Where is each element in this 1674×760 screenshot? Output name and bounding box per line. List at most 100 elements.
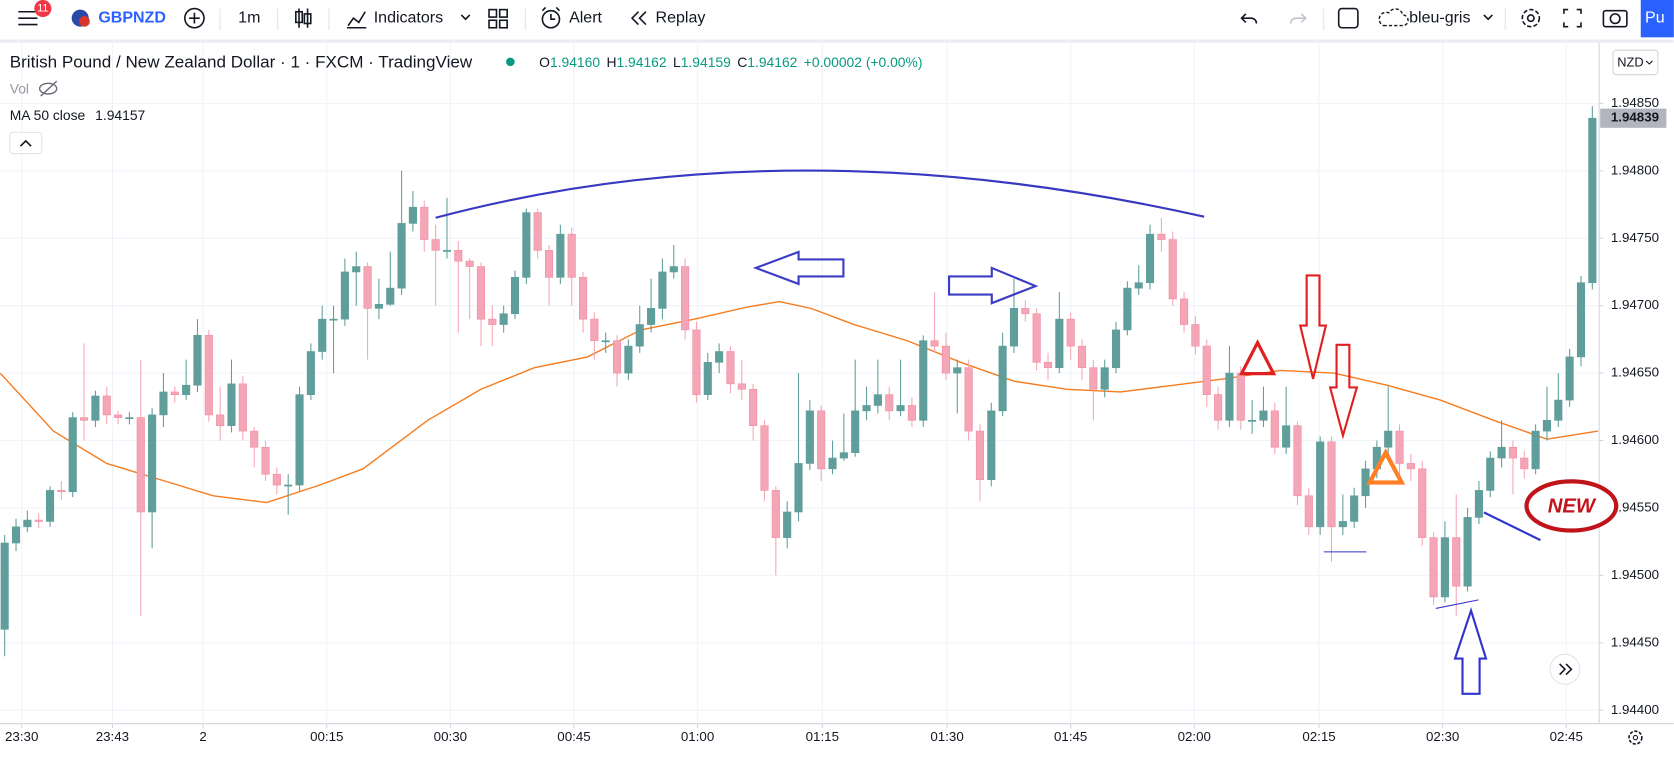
candle-body — [510, 277, 520, 315]
candle-body — [987, 410, 996, 480]
symbol[interactable]: GBPNZD — [98, 9, 166, 26]
compare-button[interactable] — [184, 7, 205, 29]
arrow-down-red — [1328, 343, 1359, 440]
candle-body — [1248, 419, 1257, 422]
new-badge — [1524, 479, 1619, 533]
candle-body — [851, 410, 860, 453]
triangle-orange — [1366, 448, 1406, 485]
candle-body — [1282, 425, 1291, 448]
line-drawing — [1435, 599, 1479, 609]
menu-button[interactable] — [18, 10, 38, 26]
chart-type-button[interactable] — [295, 8, 312, 28]
x-tick-label: 02:45 — [1550, 729, 1583, 744]
candle-body — [1440, 537, 1449, 598]
candle-body — [953, 367, 962, 374]
y-tick-label: 1.94600 — [1611, 432, 1659, 447]
line-drawing — [1483, 511, 1541, 542]
theme-name[interactable]: bleu-gris — [1409, 9, 1470, 26]
candle-body — [941, 345, 950, 374]
redo-button[interactable] — [1289, 13, 1307, 24]
chevron — [1645, 60, 1653, 65]
candle-body — [1474, 490, 1483, 518]
candle-body — [1520, 457, 1529, 470]
chevron[interactable] — [1483, 14, 1493, 21]
candle-body — [1338, 521, 1347, 528]
hide-icon[interactable] — [38, 80, 58, 97]
publish-button[interactable] — [1640, 0, 1674, 38]
candle-body — [1134, 282, 1143, 289]
y-tick-label: 1.94500 — [1611, 567, 1659, 582]
candle-body — [80, 417, 89, 421]
symbol-flag-2 — [79, 16, 90, 27]
candle-body — [397, 223, 406, 289]
axis-settings[interactable] — [1628, 730, 1643, 745]
fullscreen-button[interactable] — [1563, 8, 1582, 28]
notification-badge — [34, 0, 52, 18]
interval[interactable]: 1m — [238, 9, 260, 26]
x-tick-label: 02:30 — [1426, 729, 1459, 744]
candle-body — [919, 340, 928, 421]
x-tick-label: 01:45 — [1054, 729, 1087, 744]
candle-body — [715, 351, 724, 363]
candle-body — [1384, 430, 1393, 448]
candle-body — [159, 391, 168, 416]
candle-body — [1304, 495, 1313, 528]
candle-body — [1089, 367, 1098, 390]
candle-body — [465, 260, 474, 267]
replay-icon — [630, 11, 647, 26]
candle-body — [1066, 318, 1075, 347]
candle-body — [1486, 457, 1495, 491]
collapse-legend[interactable] — [9, 131, 43, 155]
candle-body — [805, 410, 814, 464]
candle-body — [442, 250, 452, 252]
undo-button[interactable] — [1240, 13, 1258, 24]
candle-body — [374, 303, 383, 309]
toolbar-border — [0, 39, 1674, 43]
ohlc-label: H — [606, 54, 616, 70]
layout-button[interactable] — [1337, 7, 1359, 29]
candle-body — [306, 351, 315, 395]
candle-body — [238, 383, 247, 432]
replay-button[interactable]: Replay — [656, 9, 706, 26]
currency-button[interactable] — [1612, 49, 1659, 76]
candle-body — [749, 388, 758, 427]
layouts-button[interactable] — [488, 8, 508, 29]
series — [0, 106, 1599, 657]
alert-icon — [541, 6, 561, 29]
candle-body — [760, 425, 769, 491]
publish-label: Pu — [1645, 9, 1665, 26]
snapshot-button[interactable] — [1602, 9, 1628, 28]
arrow-right — [948, 266, 1039, 305]
candle-body — [1270, 410, 1279, 448]
candle-body — [1588, 117, 1597, 284]
candle-body — [193, 335, 202, 386]
candle-body — [1055, 318, 1064, 369]
candle-body — [1576, 282, 1586, 358]
candle-body — [295, 394, 304, 486]
candle-body — [1123, 287, 1132, 331]
candle-body — [624, 345, 633, 374]
y-tick-label: 1.94850 — [1611, 95, 1659, 110]
toolbar: 11 GBPNZD 1m Indicators Alert Replay ble… — [0, 0, 1674, 43]
chevron[interactable] — [460, 14, 471, 21]
candle-body — [1508, 446, 1518, 459]
candle-body — [1021, 308, 1030, 315]
candle-body — [1259, 410, 1268, 421]
candle-body — [567, 233, 576, 278]
candle-body — [408, 206, 417, 224]
candle-body — [975, 430, 985, 480]
candle-body — [885, 394, 894, 412]
arc-drawing — [435, 169, 1205, 219]
candle-body — [0, 542, 9, 630]
candle-body — [499, 313, 508, 325]
settings-button[interactable] — [1521, 8, 1541, 28]
candle-body — [1406, 463, 1415, 470]
candle-body — [1327, 441, 1336, 528]
x-tick-label: 02:00 — [1178, 729, 1211, 744]
candle-body — [839, 452, 848, 459]
indicators-button[interactable]: Indicators — [374, 9, 443, 26]
candle-body — [1395, 430, 1404, 464]
alert-button[interactable]: Alert — [569, 9, 602, 26]
x-tick-label: 23:30 — [5, 729, 38, 744]
candle-body — [125, 417, 134, 419]
